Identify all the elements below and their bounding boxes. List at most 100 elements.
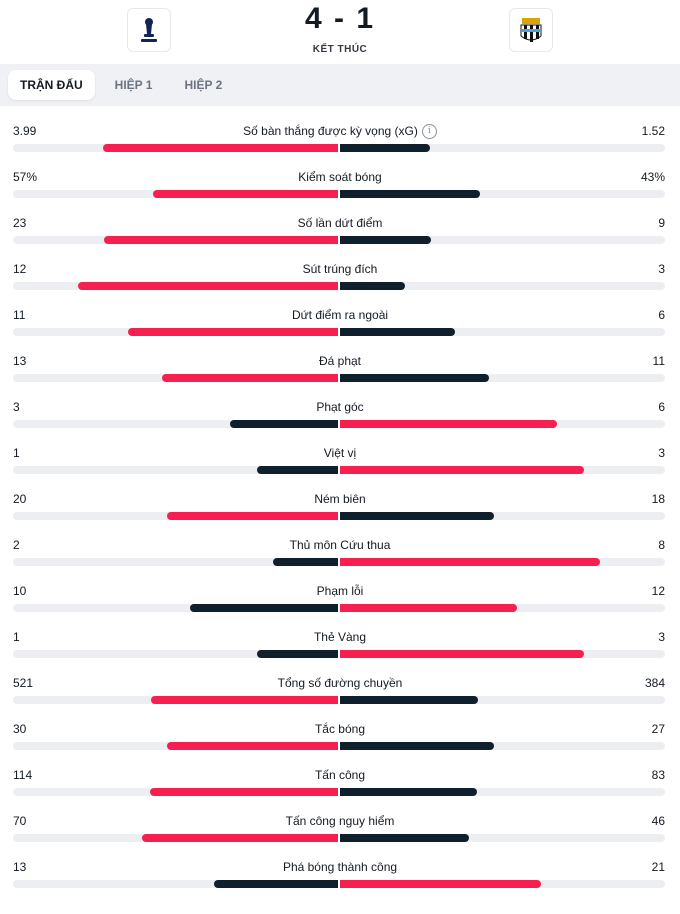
away-stat-value: 1.52	[641, 124, 665, 138]
home-stat-track	[13, 558, 338, 566]
home-stat-bar	[273, 558, 338, 566]
stat-name: Số lần dứt điểm	[0, 216, 680, 230]
away-stat-value: 9	[658, 216, 665, 230]
stat-name: Sút trúng đích	[0, 262, 680, 276]
stat-row: 70 Tấn công nguy hiểm 46	[0, 802, 680, 848]
away-stat-value: 83	[651, 768, 665, 782]
period-tabs: Trận đấu Hiệp 1 Hiệp 2	[0, 64, 680, 106]
home-team-crest[interactable]	[127, 8, 171, 52]
stat-name: Đá phạt	[0, 354, 680, 368]
stat-name-label: Ném biên	[314, 492, 366, 506]
newcastle-crest-icon	[520, 18, 542, 42]
home-stat-track	[13, 236, 338, 244]
stat-row: 521 Tổng số đường chuyền 384	[0, 664, 680, 710]
away-stat-value: 27	[651, 722, 665, 736]
info-icon[interactable]: i	[421, 124, 437, 140]
tab-second-half[interactable]: Hiệp 2	[184, 78, 223, 92]
away-stat-track	[340, 650, 665, 658]
stat-name: Tắc bóng	[0, 722, 680, 736]
stat-name-label: Thủ môn Cứu thua	[289, 538, 391, 552]
stat-row: 10 Phạm lỗi 12	[0, 572, 680, 618]
home-stat-track	[13, 144, 338, 152]
stat-name: Phạm lỗi	[0, 584, 680, 598]
away-stat-track	[340, 466, 665, 474]
home-stat-bar	[257, 466, 338, 474]
away-stat-track	[340, 190, 665, 198]
home-stat-value: 30	[13, 722, 27, 736]
tab-match[interactable]: Trận đấu	[8, 70, 95, 100]
home-stat-value: 3	[13, 400, 20, 414]
home-stat-track	[13, 190, 338, 198]
away-stat-track	[340, 788, 665, 796]
away-stat-track	[340, 420, 665, 428]
away-stat-track	[340, 282, 665, 290]
away-team-crest[interactable]	[509, 8, 553, 52]
home-stat-bar	[230, 420, 338, 428]
stat-name-label: Đá phạt	[318, 354, 362, 368]
away-stat-track	[340, 144, 665, 152]
away-stat-value: 43%	[640, 170, 665, 184]
stat-name: Tổng số đường chuyền	[0, 676, 680, 690]
stat-name: Tấn công	[0, 768, 680, 782]
home-stat-value: 13	[13, 354, 27, 368]
away-stat-value: 6	[658, 308, 665, 322]
home-stat-bar	[78, 282, 338, 290]
home-stat-value: 1	[13, 446, 20, 460]
away-stat-bar	[340, 558, 600, 566]
home-stat-value: 23	[13, 216, 27, 230]
stat-name: Phá bóng thành công	[0, 860, 680, 874]
away-stat-bar	[340, 650, 584, 658]
home-stat-bar	[103, 144, 338, 152]
stat-name: Thủ môn Cứu thua	[0, 538, 680, 552]
home-stat-value: 2	[13, 538, 20, 552]
home-stat-bar	[190, 604, 338, 612]
stat-name-label: Phá bóng thành công	[282, 860, 398, 874]
home-stat-bar	[128, 328, 338, 336]
away-stat-value: 3	[658, 262, 665, 276]
stats-list: 3.99 Số bàn thắng được kỳ vọng (xG) i 1.52 5…	[0, 112, 680, 894]
home-stat-bar	[214, 880, 338, 888]
away-stat-value: 3	[658, 630, 665, 644]
stat-row: 11 Dứt điểm ra ngoài 6	[0, 296, 680, 342]
home-stat-value: 12	[13, 262, 27, 276]
tab-first-half[interactable]: Hiệp 1	[114, 78, 153, 92]
away-stat-bar	[340, 604, 517, 612]
away-stat-bar	[340, 880, 541, 888]
stat-row: 114 Tấn công 83	[0, 756, 680, 802]
away-stat-bar	[340, 742, 494, 750]
stat-name: Tấn công nguy hiểm	[0, 814, 680, 828]
away-stat-bar	[340, 282, 405, 290]
away-stat-bar	[340, 374, 489, 382]
away-stat-track	[340, 696, 665, 704]
away-stat-value: 18	[651, 492, 665, 506]
home-stat-bar	[150, 788, 338, 796]
home-stat-bar	[167, 742, 338, 750]
away-stat-track	[340, 512, 665, 520]
stat-name-label: Phạm lỗi	[316, 584, 364, 598]
stat-name: Dứt điểm ra ngoài	[0, 308, 680, 322]
away-stat-bar	[340, 144, 430, 152]
away-stat-value: 384	[644, 676, 665, 690]
away-stat-track	[340, 236, 665, 244]
away-stat-bar	[340, 512, 494, 520]
away-stat-value: 12	[651, 584, 665, 598]
home-stat-value: 1	[13, 630, 20, 644]
stat-name-label: Tấn công	[314, 768, 366, 782]
stat-row: 2 Thủ môn Cứu thua 8	[0, 526, 680, 572]
home-stat-track	[13, 880, 338, 888]
stat-name-label: Sút trúng đích	[302, 262, 378, 276]
home-stat-track	[13, 604, 338, 612]
home-stat-track	[13, 466, 338, 474]
stat-name: Thẻ Vàng	[0, 630, 680, 644]
home-stat-value: 20	[13, 492, 27, 506]
stat-row: 3 Phạt góc 6	[0, 388, 680, 434]
stat-name-label: Số lần dứt điểm	[297, 216, 383, 230]
away-stat-bar	[340, 328, 455, 336]
stat-name: Số bàn thắng được kỳ vọng (xG) i	[0, 124, 680, 140]
stat-row: 13 Đá phạt 11	[0, 342, 680, 388]
stat-row: 30 Tắc bóng 27	[0, 710, 680, 756]
away-stat-bar	[340, 834, 469, 842]
home-stat-track	[13, 374, 338, 382]
home-stat-track	[13, 742, 338, 750]
stat-row: 57% Kiểm soát bóng 43%	[0, 158, 680, 204]
